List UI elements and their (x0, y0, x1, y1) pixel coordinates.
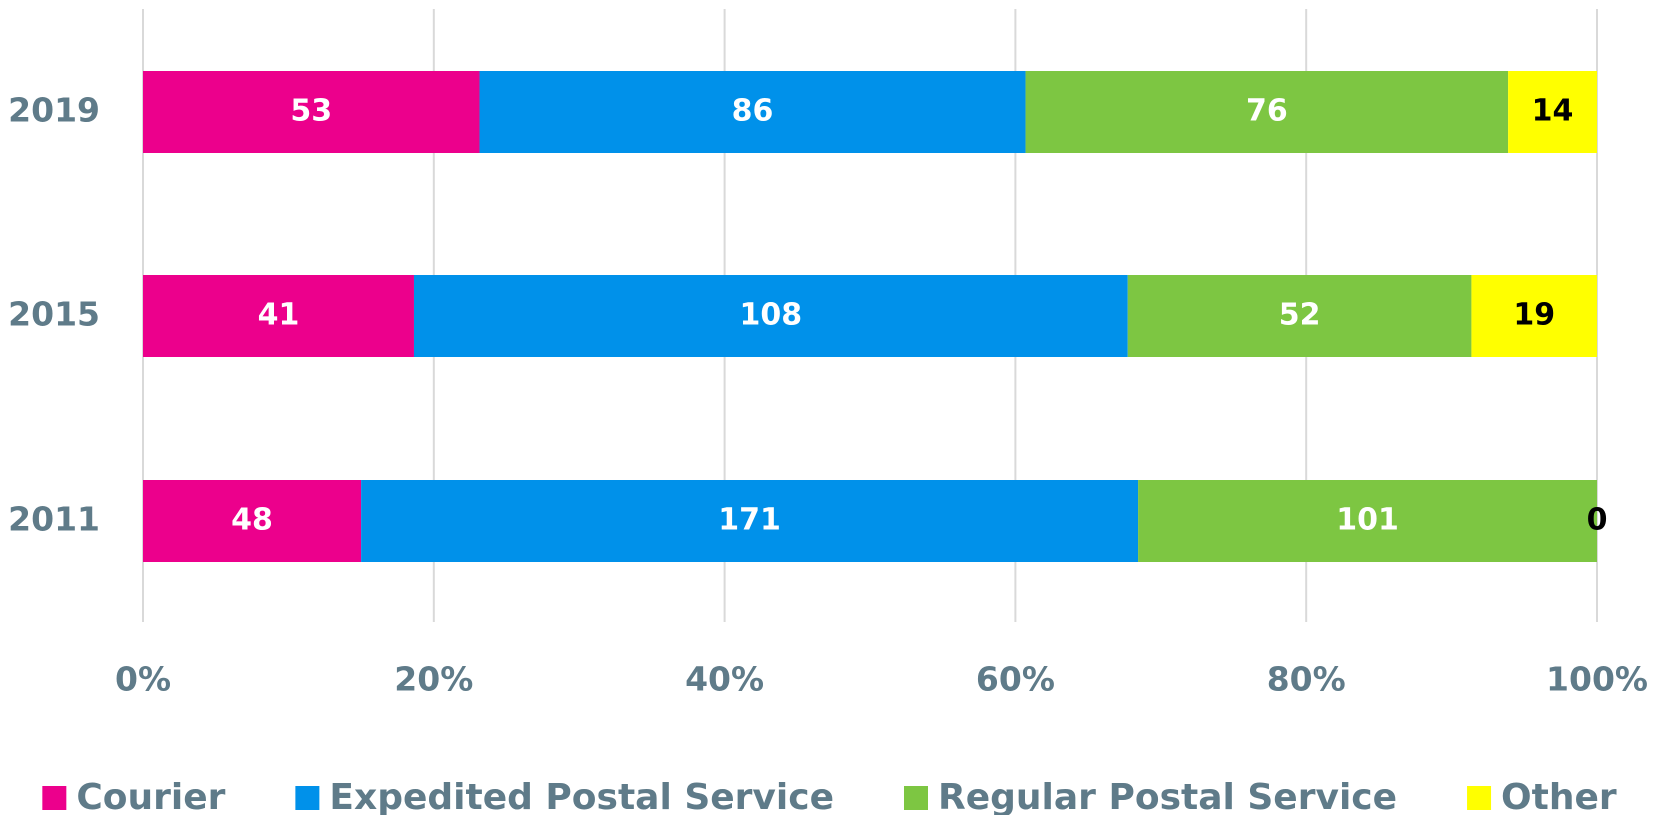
data-label: 52 (1279, 298, 1321, 333)
bar-segment (413, 275, 1128, 357)
x-tick-label: 80% (1267, 660, 1346, 699)
data-label: 53 (290, 94, 332, 129)
legend-item: Courier (42, 777, 226, 815)
bar-segment (1138, 480, 1597, 562)
bar-segment (1127, 275, 1472, 357)
legend-swatch (904, 786, 928, 810)
legend-swatch (295, 786, 320, 810)
x-tick-label: 60% (976, 660, 1055, 699)
legend-swatch (42, 786, 67, 810)
legend-item: Expedited Postal Service (295, 777, 834, 815)
legend-label: Other (1501, 777, 1617, 815)
data-label: 108 (740, 298, 803, 333)
x-tick-label: 40% (685, 660, 764, 699)
data-label: 101 (1336, 503, 1399, 538)
x-tick-label: 100% (1546, 660, 1648, 699)
data-label: 86 (732, 94, 774, 129)
y-tick-label: 2011 (8, 500, 100, 539)
bar-segment (143, 480, 362, 562)
bar-segment (1471, 275, 1597, 357)
data-label: 76 (1246, 94, 1288, 129)
bar-segment (361, 480, 1139, 562)
legend-label: Expedited Postal Service (329, 777, 834, 815)
legend-label: Courier (76, 777, 225, 815)
bar-segment (143, 71, 480, 153)
legend-swatch (1467, 786, 1492, 810)
data-label: 48 (231, 503, 273, 538)
data-label: 19 (1513, 298, 1555, 333)
x-tick-label: 0% (115, 660, 171, 699)
y-tick-label: 2019 (8, 91, 100, 130)
bar-segment (1025, 71, 1509, 153)
x-tick-label: 20% (394, 660, 473, 699)
data-label: 14 (1532, 94, 1574, 129)
legend-label: Regular Postal Service (938, 777, 1397, 815)
data-label: 0 (1587, 503, 1608, 538)
data-label: 171 (718, 503, 781, 538)
bar-segment (143, 275, 414, 357)
data-label: 41 (258, 298, 300, 333)
bar-segment (1508, 71, 1597, 153)
y-tick-label: 2015 (8, 295, 100, 334)
legend-item: Regular Postal Service (904, 777, 1397, 815)
legend-item: Other (1467, 777, 1617, 815)
bar-segment (479, 71, 1026, 153)
